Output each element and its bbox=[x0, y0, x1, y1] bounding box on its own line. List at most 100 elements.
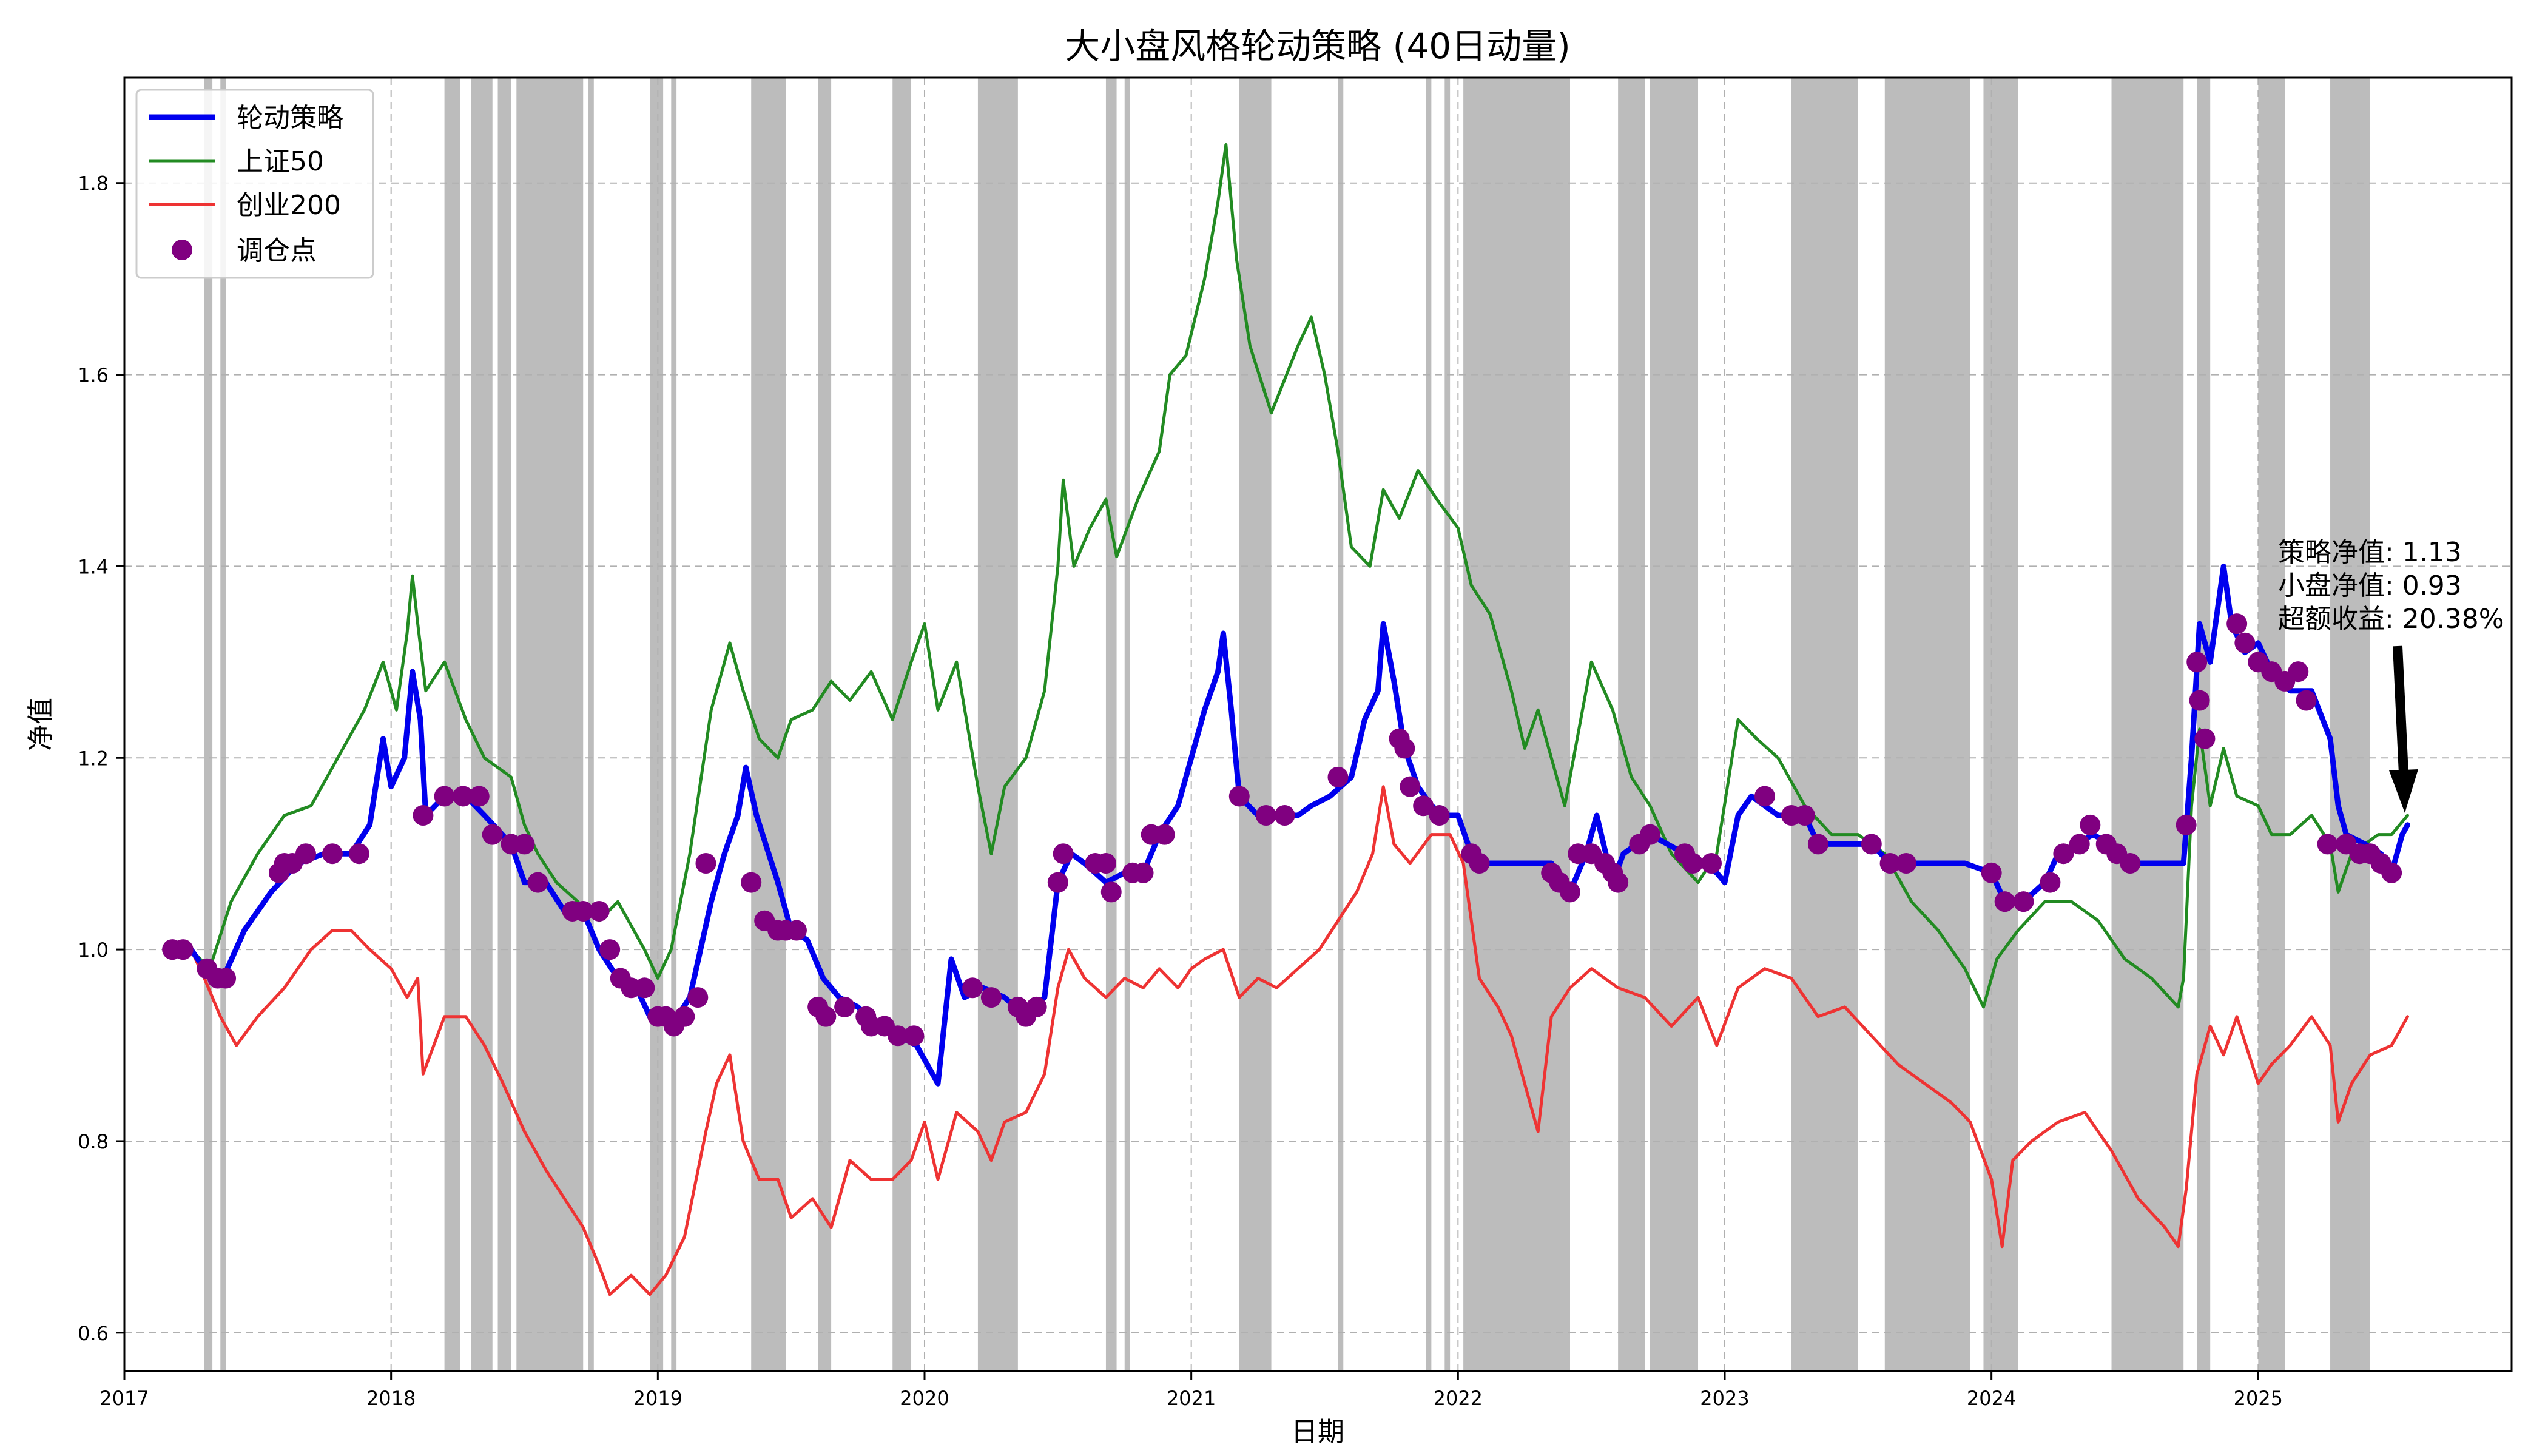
rebalance-point-20 bbox=[573, 900, 594, 922]
rebalance-point-93 bbox=[2040, 872, 2061, 893]
rebalance-point-91 bbox=[1994, 891, 2015, 912]
shaded-band-27 bbox=[2258, 78, 2285, 1371]
rebalance-point-88 bbox=[1879, 852, 1901, 874]
shaded-band-22 bbox=[1791, 78, 1858, 1371]
grid-lines bbox=[124, 78, 2512, 1371]
x-tick-label-6: 2023 bbox=[1700, 1387, 1749, 1410]
rebalance-point-11 bbox=[413, 805, 434, 826]
rebalance-point-90 bbox=[1981, 862, 2002, 883]
rebalance-point-56 bbox=[1133, 862, 1154, 883]
annotation-line-smallcap: 小盘净值: 0.93 bbox=[2278, 570, 2462, 601]
rebalance-point-45 bbox=[962, 977, 983, 999]
annotation-line-excess: 超额收益: 20.38% bbox=[2278, 604, 2504, 635]
annotation-arrow-head bbox=[2389, 769, 2418, 813]
x-tick-label-5: 2022 bbox=[1434, 1387, 1483, 1410]
shaded-band-10 bbox=[818, 78, 832, 1371]
rebalance-point-44 bbox=[903, 1025, 925, 1046]
shaded-band-9 bbox=[751, 78, 786, 1371]
legend-label-strategy: 轮动策略 bbox=[237, 103, 343, 133]
rebalance-point-21 bbox=[588, 900, 610, 922]
shaded-band-2 bbox=[444, 78, 460, 1371]
rebalance-point-92 bbox=[2013, 891, 2034, 912]
shaded-band-18 bbox=[1444, 78, 1451, 1371]
rebalance-point-10 bbox=[348, 843, 369, 864]
rebalance-point-69 bbox=[1469, 852, 1490, 874]
series-line-1 bbox=[165, 143, 2409, 1009]
rebalance-point-18 bbox=[527, 872, 548, 893]
shaded-band-6 bbox=[588, 78, 594, 1371]
y-axis-ticks: 0.6 0.8 1.0 1.2 1.4 1.6 1.8 bbox=[78, 172, 124, 1345]
y-tick-label-0: 0.6 bbox=[78, 1322, 109, 1345]
rebalance-point-61 bbox=[1274, 805, 1295, 826]
shaded-band-13 bbox=[1105, 78, 1117, 1371]
shaded-band-21 bbox=[1650, 78, 1699, 1371]
shaded-band-23 bbox=[1884, 78, 1970, 1371]
rebalance-point-64 bbox=[1394, 738, 1415, 759]
legend-label-sse50: 上证50 bbox=[237, 146, 324, 177]
x-tick-label-3: 2020 bbox=[900, 1387, 949, 1410]
rebalance-point-8 bbox=[295, 843, 316, 864]
rebalance-point-36 bbox=[786, 920, 807, 941]
rebalance-point-109 bbox=[2288, 661, 2309, 682]
rebalance-point-110 bbox=[2296, 690, 2317, 711]
x-axis-ticks: 2017 2018 2019 2020 2021 2022 2023 2024 2025 bbox=[99, 1371, 2283, 1410]
rebalance-point-77 bbox=[1608, 872, 1629, 893]
rebalance-point-94 bbox=[2053, 843, 2074, 864]
y-tick-label-1: 0.8 bbox=[78, 1130, 109, 1153]
legend-label-chinext200: 创业200 bbox=[237, 190, 341, 221]
shaded-band-16 bbox=[1338, 78, 1344, 1371]
rebalance-point-87 bbox=[1861, 834, 1882, 855]
rebalance-points bbox=[162, 613, 2402, 1046]
rebalance-point-32 bbox=[741, 872, 762, 893]
rebalance-point-38 bbox=[815, 1006, 837, 1027]
rebalance-point-100 bbox=[2176, 814, 2197, 835]
chart-title: 大小盘风格轮动策略 (40日动量) bbox=[1065, 25, 1571, 67]
rebalance-point-79 bbox=[1639, 824, 1660, 845]
legend-swatch-rebalance bbox=[172, 240, 192, 260]
rebalance-point-58 bbox=[1154, 824, 1175, 845]
shaded-band-7 bbox=[650, 78, 664, 1371]
shaded-band-26 bbox=[2197, 78, 2211, 1371]
y-tick-label-4: 1.4 bbox=[78, 555, 109, 578]
annotation-line-strategy: 策略净值: 1.13 bbox=[2278, 537, 2462, 568]
series-line-2 bbox=[165, 785, 2409, 1296]
rebalance-point-31 bbox=[695, 852, 716, 874]
shaded-band-25 bbox=[2111, 78, 2184, 1371]
rebalance-point-1 bbox=[172, 939, 194, 960]
rebalance-point-46 bbox=[980, 987, 1002, 1008]
rebalance-point-30 bbox=[687, 987, 709, 1008]
rebalance-point-39 bbox=[834, 996, 855, 1017]
annotation-arrow-shaft bbox=[2393, 645, 2408, 774]
rebalance-point-82 bbox=[1701, 852, 1722, 874]
rebalance-point-51 bbox=[1053, 843, 1074, 864]
shaded-bands bbox=[204, 78, 2370, 1371]
y-tick-label-5: 1.6 bbox=[78, 364, 109, 387]
rebalance-point-62 bbox=[1327, 766, 1349, 787]
x-tick-label-1: 2018 bbox=[366, 1387, 416, 1410]
rebalance-point-25 bbox=[634, 977, 655, 999]
shaded-band-14 bbox=[1124, 78, 1130, 1371]
shaded-band-17 bbox=[1426, 78, 1432, 1371]
rebalance-point-9 bbox=[322, 843, 343, 864]
rebalance-point-60 bbox=[1255, 805, 1276, 826]
annotation: 策略净值: 1.13 小盘净值: 0.93 超额收益: 20.38% bbox=[2278, 537, 2504, 813]
rebalance-point-116 bbox=[2381, 862, 2402, 883]
rebalance-point-72 bbox=[1559, 881, 1580, 903]
rebalance-point-65 bbox=[1400, 776, 1421, 797]
shaded-band-3 bbox=[471, 78, 493, 1371]
shaded-band-28 bbox=[2330, 78, 2370, 1371]
rebalance-point-4 bbox=[215, 968, 237, 989]
rebalance-point-81 bbox=[1682, 852, 1704, 874]
rebalance-point-15 bbox=[482, 824, 503, 845]
rebalance-point-53 bbox=[1095, 852, 1116, 874]
shaded-band-5 bbox=[516, 78, 584, 1371]
rebalance-point-99 bbox=[2120, 852, 2141, 874]
shaded-band-4 bbox=[497, 78, 511, 1371]
rebalance-point-105 bbox=[2234, 632, 2256, 653]
shaded-band-1 bbox=[220, 78, 226, 1371]
rebalance-point-59 bbox=[1228, 786, 1250, 807]
rebalance-point-22 bbox=[599, 939, 621, 960]
rebalance-point-13 bbox=[453, 786, 474, 807]
rebalance-point-111 bbox=[2317, 834, 2338, 855]
